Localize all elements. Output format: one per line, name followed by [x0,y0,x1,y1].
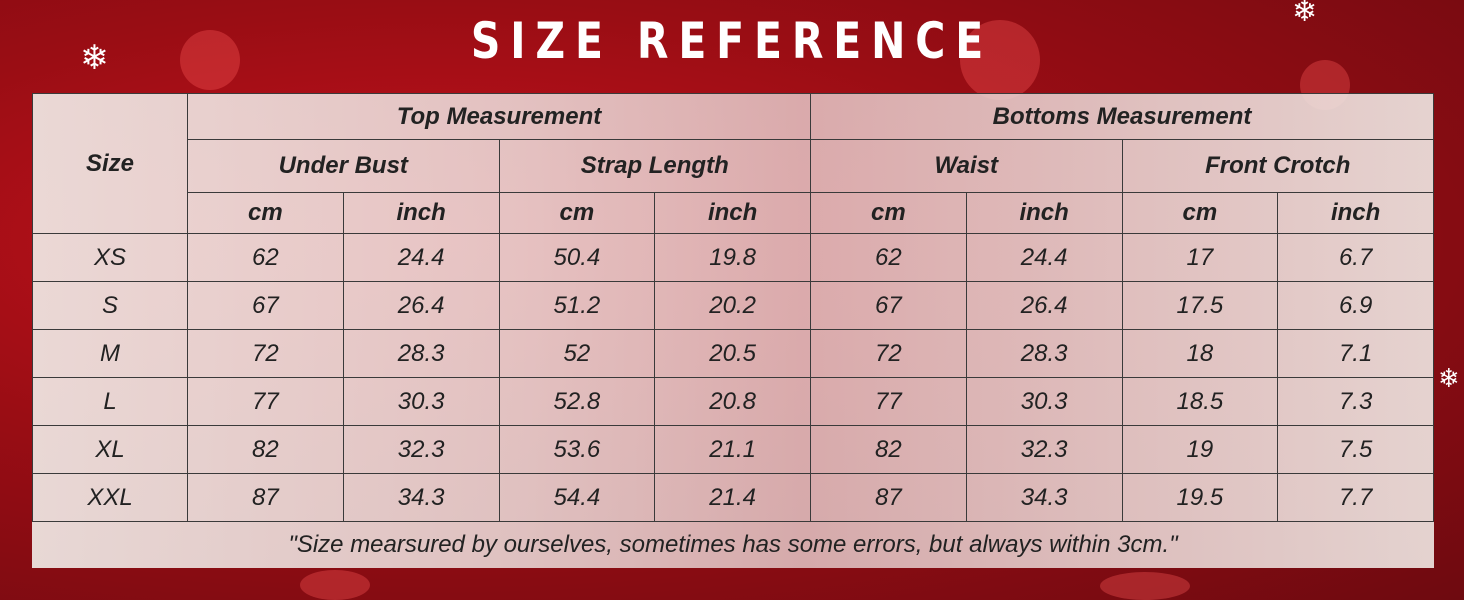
table-cell: 67 [187,281,344,330]
table-cell: 28.3 [965,329,1123,378]
table-row: XS 62 24.4 50.4 19.8 62 24.4 17 6.7 [32,233,1434,282]
table-row: S 67 26.4 51.2 20.2 67 26.4 17.5 6.9 [32,281,1434,330]
table-cell: 21.4 [654,473,811,522]
unit-cm: cm [1121,192,1279,234]
bokeh-light [300,570,370,600]
table-cell: 67 [810,281,967,330]
size-label: S [32,281,188,330]
table-row: XL 82 32.3 53.6 21.1 82 32.3 19 7.5 [32,425,1434,474]
page-title: SIZE REFERENCE [470,12,994,70]
table-cell: 34.3 [965,473,1123,522]
unit-inch: inch [1277,192,1434,234]
bokeh-light [960,20,1040,100]
table-cell: 77 [810,377,967,426]
table-cell: 7.3 [1277,377,1434,426]
table-cell: 72 [187,329,344,378]
table-cell: 32.3 [965,425,1123,474]
table-cell: 20.5 [654,329,811,378]
table-cell: 26.4 [965,281,1123,330]
unit-inch: inch [654,192,811,234]
table-cell: 72 [810,329,967,378]
table-cell: 18 [1121,329,1279,378]
measurement-note: "Size mearsured by ourselves, sometimes … [32,521,1434,568]
bottoms-measurement-header: Bottoms Measurement [810,93,1434,140]
unit-cm: cm [187,192,344,234]
unit-inch: inch [965,192,1123,234]
table-cell: 30.3 [342,377,500,426]
under-bust-header: Under Bust [187,139,500,193]
snowflake-icon: ❄ [1292,0,1318,29]
waist-header: Waist [810,139,1123,193]
size-chart-table: Size Top Measurement Bottoms Measurement… [32,93,1434,568]
unit-cm: cm [498,192,656,234]
table-cell: 34.3 [342,473,500,522]
table-cell: 51.2 [498,281,656,330]
unit-cm: cm [810,192,967,234]
table-cell: 26.4 [342,281,500,330]
table-cell: 21.1 [654,425,811,474]
table-row: M 72 28.3 52 20.5 72 28.3 18 7.1 [32,329,1434,378]
table-cell: 87 [187,473,344,522]
table-cell: 52.8 [498,377,656,426]
table-cell: 62 [187,233,344,282]
snowflake-icon: ❄ [1438,364,1460,394]
table-cell: 87 [810,473,967,522]
size-label: M [32,329,188,378]
size-header: Size [32,93,188,234]
table-cell: 52 [498,329,656,378]
front-crotch-header: Front Crotch [1121,139,1434,193]
table-cell: 32.3 [342,425,500,474]
table-cell: 17.5 [1121,281,1279,330]
table-cell: 28.3 [342,329,500,378]
table-cell: 20.2 [654,281,811,330]
size-label: XL [32,425,188,474]
table-cell: 62 [810,233,967,282]
table-cell: 6.7 [1277,233,1434,282]
strap-length-header: Strap Length [498,139,811,193]
table-cell: 7.7 [1277,473,1434,522]
table-cell: 53.6 [498,425,656,474]
table-cell: 82 [187,425,344,474]
table-cell: 50.4 [498,233,656,282]
table-cell: 6.9 [1277,281,1434,330]
table-row: XXL 87 34.3 54.4 21.4 87 34.3 19.5 7.7 [32,473,1434,522]
unit-inch: inch [342,192,500,234]
table-cell: 20.8 [654,377,811,426]
table-cell: 7.5 [1277,425,1434,474]
table-cell: 19.5 [1121,473,1279,522]
snowflake-icon: ❄ [80,38,109,78]
table-cell: 30.3 [965,377,1123,426]
table-cell: 24.4 [342,233,500,282]
table-cell: 18.5 [1121,377,1279,426]
table-cell: 54.4 [498,473,656,522]
bokeh-light [1100,572,1190,600]
table-cell: 7.1 [1277,329,1434,378]
table-cell: 19.8 [654,233,811,282]
table-cell: 19 [1121,425,1279,474]
size-label: L [32,377,188,426]
table-cell: 82 [810,425,967,474]
bokeh-light [180,30,240,90]
top-measurement-header: Top Measurement [187,93,811,140]
size-label: XS [32,233,188,282]
table-cell: 77 [187,377,344,426]
size-label: XXL [32,473,188,522]
table-cell: 24.4 [965,233,1123,282]
table-cell: 17 [1121,233,1279,282]
table-row: L 77 30.3 52.8 20.8 77 30.3 18.5 7.3 [32,377,1434,426]
